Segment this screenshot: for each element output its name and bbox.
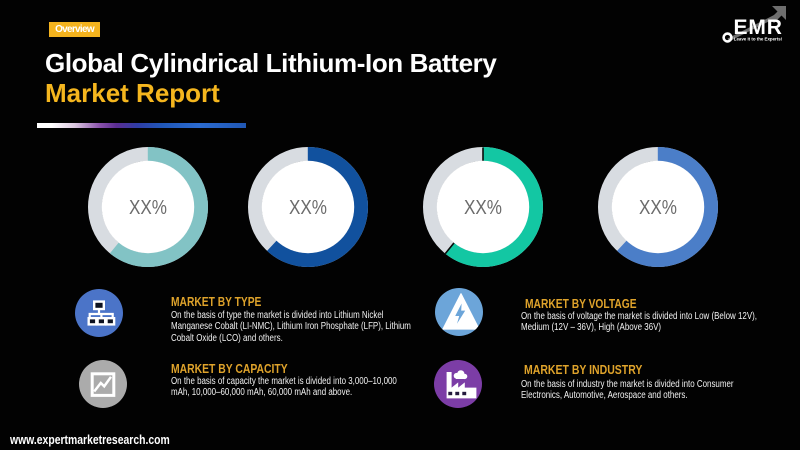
svg-text:EMR: EMR bbox=[734, 16, 783, 39]
svg-text:XX%: XX% bbox=[639, 197, 677, 219]
svg-text:XX%: XX% bbox=[129, 197, 167, 219]
svg-text:XX%: XX% bbox=[464, 197, 502, 219]
svg-text:Leave it to the Experts!: Leave it to the Experts! bbox=[734, 36, 783, 41]
svg-text:XX%: XX% bbox=[289, 197, 327, 219]
